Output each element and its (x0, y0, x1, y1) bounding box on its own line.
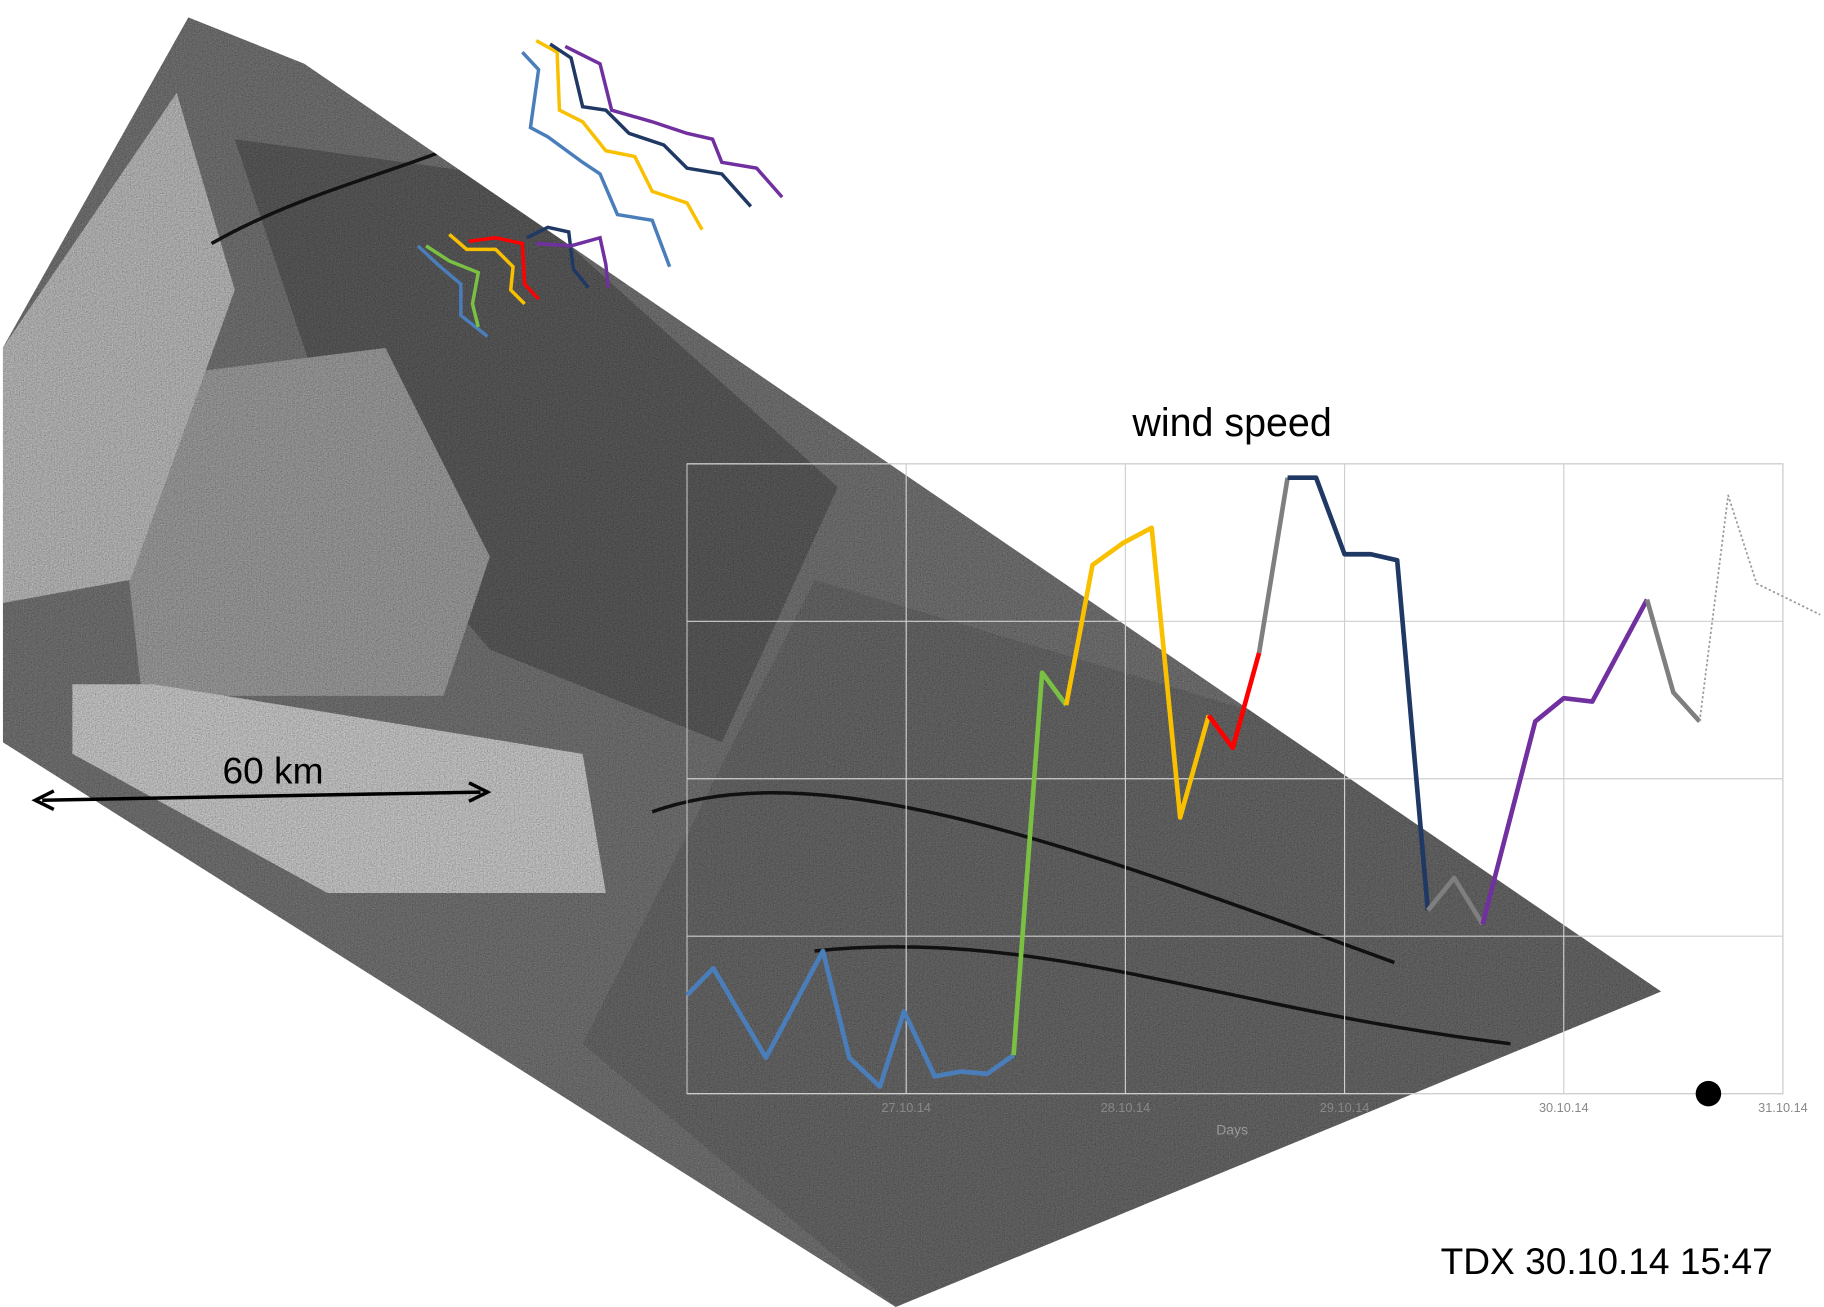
chart-title: wind speed (1131, 401, 1331, 445)
acquisition-label: TDX 30.10.14 15:47 (1441, 1240, 1773, 1282)
wind-line (1483, 600, 1647, 925)
x-tick-label: 29.10.14 (1320, 1100, 1370, 1115)
wind-line (1259, 478, 1287, 653)
wind-line (1647, 600, 1700, 722)
wind-line (1700, 495, 1821, 721)
scale-bar-label: 60 km (222, 749, 323, 791)
acquisition-marker (1696, 1081, 1722, 1107)
x-axis-label: Days (1216, 1121, 1248, 1137)
x-tick-label: 31.10.14 (1758, 1100, 1808, 1115)
x-tick-label: 30.10.14 (1539, 1100, 1589, 1115)
x-tick-label: 28.10.14 (1101, 1100, 1151, 1115)
x-tick-label: 27.10.14 (881, 1100, 931, 1115)
page: 60 km wind speed Days TDX 30.10.14 15:47… (0, 0, 1824, 1307)
